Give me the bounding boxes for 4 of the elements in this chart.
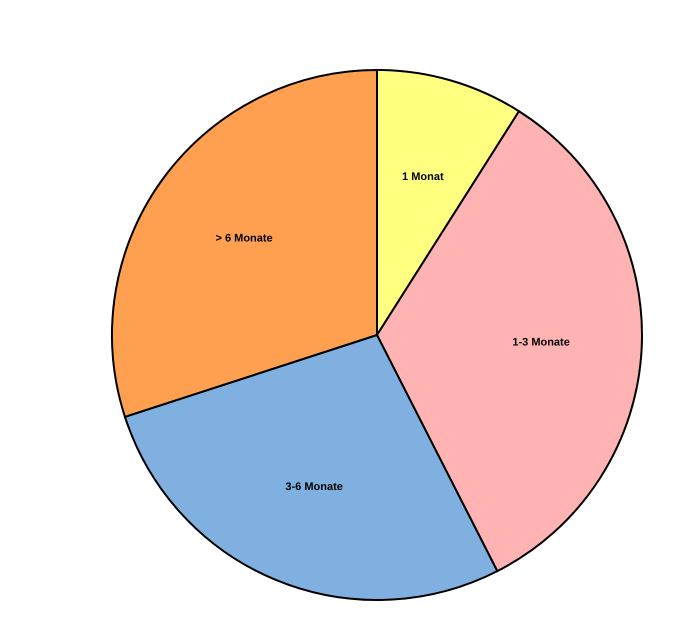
slice-label: 1 Monat [402,171,444,184]
slice-label: 3-6 Monate [285,480,343,493]
slice-label: 1-3 Monate [512,336,570,349]
slice-label: > 6 Monate [216,232,273,244]
